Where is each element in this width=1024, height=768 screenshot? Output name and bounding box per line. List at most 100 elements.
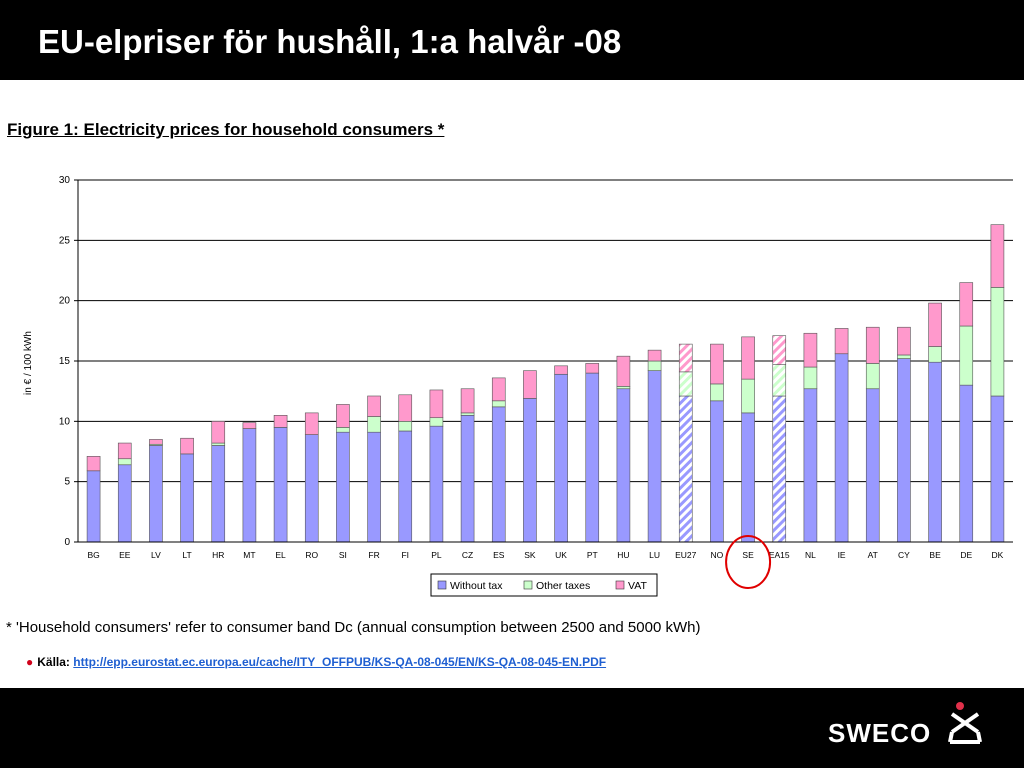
x-tick-label: AT: [868, 550, 878, 560]
stacked-bar-chart: 0 5 10 15 20 25 30 BG EE LV LT HR MT EL RO SI FR FI PL CZ ES…: [23, 175, 1013, 597]
bar-other-taxes-se: [741, 378, 755, 414]
sweco-logo: SWECO: [828, 700, 988, 750]
bar-vat-ro: [304, 412, 319, 435]
bar-other-taxes-eu27: [678, 371, 693, 397]
highlight-circle: [725, 535, 772, 589]
bar-without-tax-uk: [554, 373, 568, 543]
bar-vat-bg: [86, 456, 101, 472]
gridlines: [78, 179, 1013, 483]
bar-vat-de: [959, 282, 974, 327]
bar-without-tax-ea15: [772, 395, 787, 543]
bar-without-tax-lv: [149, 445, 163, 543]
x-tick-label: CZ: [462, 550, 473, 560]
legend: Without tax Other taxes VAT: [430, 573, 658, 597]
bullet-icon: ●: [26, 655, 34, 669]
bar-without-tax-pt: [585, 372, 600, 543]
bar-without-tax-at: [865, 388, 880, 543]
x-tick-label: NL: [805, 550, 816, 560]
bar-without-tax-dk: [990, 395, 1005, 543]
y-tick-label: 0: [64, 537, 70, 548]
bar-without-tax-es: [491, 406, 506, 543]
x-tick-label: SI: [339, 550, 347, 560]
bar-vat-pl: [429, 389, 444, 419]
bar-other-taxes-de: [959, 325, 974, 386]
bar-other-taxes-fr: [367, 416, 381, 433]
bar-without-tax-ro: [304, 434, 319, 543]
bar-without-tax-ee: [117, 464, 132, 543]
bar-vat-lv: [149, 439, 163, 445]
x-tick-label: DK: [992, 550, 1004, 560]
bar-vat-sk: [523, 370, 537, 399]
bar-without-tax-bg: [86, 470, 101, 543]
x-tick-label: BE: [929, 550, 941, 560]
source-link[interactable]: http://epp.eurostat.ec.europa.eu/cache/I…: [73, 655, 607, 669]
bar-vat-at: [865, 326, 880, 364]
y-axis-label: in € / 100 kWh: [23, 331, 34, 395]
source-label: Källa:: [37, 655, 70, 669]
x-tick-label: FR: [368, 550, 379, 560]
bar-without-tax-no: [710, 400, 724, 543]
bar-vat-el: [273, 415, 288, 428]
bar-vat-uk: [554, 365, 568, 375]
bar-other-taxes-cz: [460, 412, 475, 416]
legend-label: VAT: [628, 580, 647, 592]
bar-without-tax-se: [741, 412, 755, 543]
x-tick-label: HU: [617, 550, 629, 560]
bar-other-taxes-fi: [398, 421, 413, 432]
bar-without-tax-cz: [460, 415, 475, 543]
bar-other-taxes-hu: [616, 386, 631, 390]
y-tick-label: 30: [59, 175, 71, 186]
x-tick-label: BG: [87, 550, 99, 560]
footnote: * 'Household consumers' refer to consume…: [6, 619, 701, 636]
bar-other-taxes-lu: [647, 360, 662, 371]
bar-without-tax-be: [928, 361, 942, 543]
bar-without-tax-mt: [242, 428, 257, 543]
bar-vat-si: [336, 404, 350, 428]
bar-other-taxes-ee: [117, 458, 132, 466]
bar-without-tax-pl: [429, 425, 444, 543]
x-tick-label: SE: [742, 550, 754, 560]
y-tick-label: 20: [59, 296, 71, 307]
legend-swatch: [615, 580, 625, 590]
x-tick-label: CY: [898, 550, 910, 560]
bar-other-taxes-at: [865, 363, 880, 390]
bar-vat-ea15: [772, 335, 787, 365]
bar-other-taxes-dk: [990, 287, 1005, 397]
bar-vat-cz: [460, 388, 475, 414]
x-tick-label: PT: [587, 550, 598, 560]
y-tick-label: 5: [64, 477, 70, 488]
logo-mark-icon: [948, 702, 982, 744]
bar-other-taxes-be: [928, 346, 942, 363]
bar-other-taxes-nl: [803, 366, 818, 390]
bar-vat-es: [491, 377, 506, 402]
x-tick-label: MT: [243, 550, 255, 560]
bar-vat-mt: [242, 422, 257, 429]
bar-without-tax-fi: [398, 430, 413, 543]
x-tick-label: EA15: [769, 550, 790, 560]
bar-without-tax-hr: [211, 445, 226, 543]
bar-vat-eu27: [678, 343, 693, 373]
legend-swatch: [523, 580, 533, 590]
bar-other-taxes-cy: [897, 354, 911, 359]
x-tick-label: PL: [431, 550, 442, 560]
bar-without-tax-el: [273, 427, 288, 543]
legend-label: Without tax: [450, 580, 503, 592]
x-tick-label: SK: [524, 550, 536, 560]
x-tick-label: LV: [151, 550, 161, 560]
bar-vat-lt: [180, 437, 194, 455]
x-tick-label: LT: [182, 550, 191, 560]
slide-title: EU-elpriser för hushåll, 1:a halvår -08: [38, 23, 622, 60]
x-tick-label: EL: [275, 550, 286, 560]
bar-without-tax-cy: [897, 358, 911, 543]
x-tick-label: UK: [555, 550, 567, 560]
bar-without-tax-si: [336, 431, 350, 543]
bar-without-tax-ie: [834, 353, 849, 543]
axes: 0 5 10 15 20 25 30 BG EE LV LT HR MT EL RO SI FR FI PL CZ ES…: [59, 175, 1013, 560]
x-tick-label: HR: [212, 550, 224, 560]
bar-vat-fi: [398, 394, 413, 422]
y-tick-label: 10: [59, 416, 71, 427]
bar-without-tax-lt: [180, 453, 194, 543]
x-tick-label: DE: [960, 550, 972, 560]
bar-vat-fr: [367, 395, 381, 417]
bar-other-taxes-es: [491, 400, 506, 408]
